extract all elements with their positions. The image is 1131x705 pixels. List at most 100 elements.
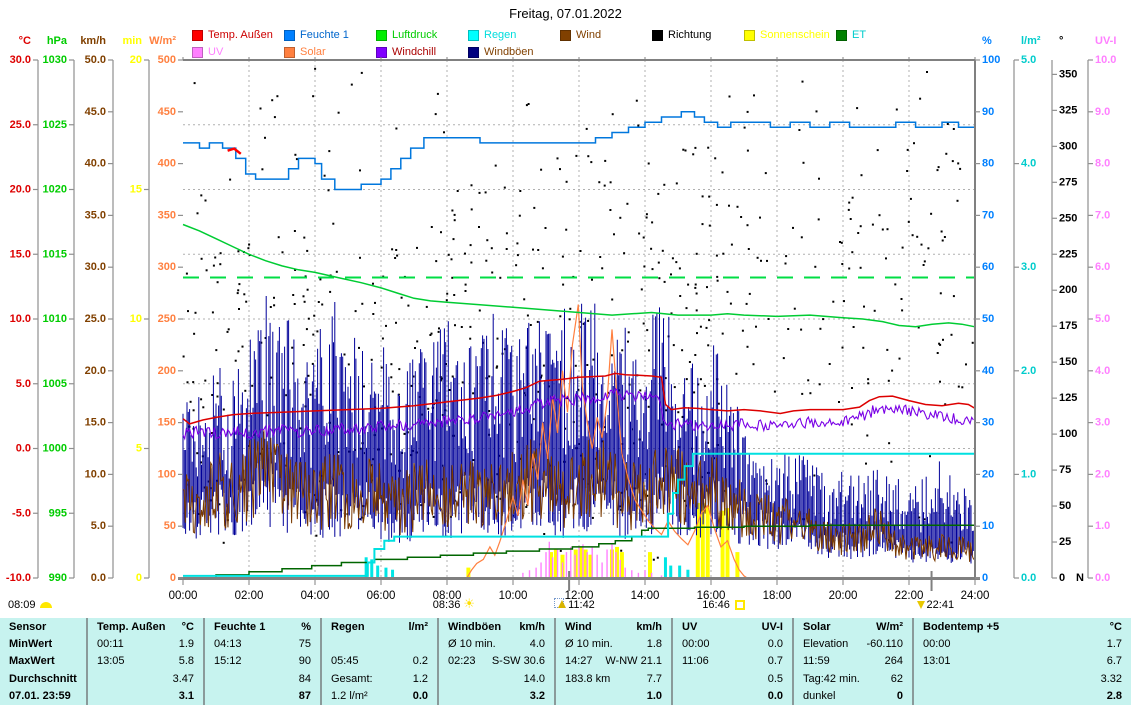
- cell-value: 0.5: [767, 672, 783, 685]
- cell-value: 0.0: [412, 690, 428, 703]
- axis-tick-label: 5.0: [1095, 313, 1110, 325]
- cell-value: 0.0: [767, 638, 783, 651]
- cell-label: Gesamt:: [331, 672, 373, 685]
- uv-swatch-icon: [192, 46, 203, 58]
- axis-tick-label: 5.0: [91, 520, 106, 532]
- cell-value: 3.1: [178, 690, 194, 703]
- table-cell: 1.2 l/m² 0.0: [320, 687, 437, 705]
- sonnenschein-swatch-icon: [744, 29, 755, 41]
- axis-unit-min: min: [122, 35, 142, 47]
- axis-tick-label: 175: [1059, 320, 1077, 332]
- cell-value: 1.0: [646, 690, 662, 703]
- table-cell: 00:00 0.0: [671, 635, 792, 653]
- x-tick-label: 10:00: [499, 590, 528, 602]
- series-et-line: [212, 524, 975, 579]
- legend-item-temp-aussen: Temp. Außen: [192, 29, 273, 41]
- cell-value: °C: [1109, 620, 1122, 633]
- axis-unit-uv-i: UV-I: [1095, 35, 1116, 47]
- stats-table: Sensor Temp. Außen °C Feuchte 1% Regen l/m² Wi…: [0, 618, 1131, 705]
- axis-tick-label: 80: [982, 158, 994, 170]
- axis-unit-km-h: km/h: [80, 35, 106, 47]
- axis-tick-label: 250: [1059, 212, 1077, 224]
- sun-event-time: 22:41: [926, 598, 955, 611]
- axis-tick-label: 1015: [43, 248, 67, 260]
- cell-value: 3.32: [1100, 672, 1122, 685]
- axis-tick-label: 50: [1059, 500, 1071, 512]
- table-cell: MinWert: [0, 635, 86, 652]
- table-cell: 2.8: [912, 687, 1131, 705]
- legend-label: Richtung: [668, 29, 712, 41]
- et-swatch-icon: [836, 29, 847, 41]
- cell-value: 62: [890, 672, 903, 685]
- cell-value: 84: [298, 672, 311, 685]
- series-windchill-line: [182, 387, 974, 441]
- axis-tick-label: 995: [49, 507, 67, 519]
- legend-item-solar: Solar: [284, 46, 326, 58]
- axis-tick-label: 40: [982, 365, 994, 377]
- axis-unit-: %: [982, 35, 992, 47]
- legend-label: Luftdruck: [392, 29, 438, 41]
- cell-value: km/h: [519, 620, 545, 633]
- moonset-icon: [916, 600, 925, 609]
- series-wind-line: [182, 430, 975, 563]
- axis-tick-label: 200: [1059, 284, 1077, 296]
- table-cell: 00:00 1.7: [912, 635, 1131, 653]
- axis-tick-label: 325: [1059, 104, 1077, 116]
- axis-tick-label: 10.0: [1095, 54, 1116, 66]
- page-title: Freitag, 07.01.2022: [509, 6, 622, 21]
- x-tick-label: 16:00: [697, 590, 726, 602]
- legend-label: UV: [208, 46, 224, 58]
- table-cell: 15:12 90: [203, 652, 320, 671]
- table-cell: 3.2: [437, 687, 554, 705]
- axis-tick-label: 10: [982, 520, 994, 532]
- axis-tick-label: 0.0: [16, 443, 31, 455]
- axes: 30.025.020.015.010.05.00.0-5.0-10.0°C103…: [6, 35, 1117, 584]
- cell-value: 87: [298, 690, 311, 703]
- cell-label: Elevation: [803, 638, 849, 651]
- table-cell: 0.0: [671, 687, 792, 705]
- table-cell: dunkel 0: [792, 687, 912, 705]
- cell-value: 14.0: [523, 672, 545, 685]
- legend-item-sonnenschein: Sonnenschein: [744, 29, 830, 41]
- sun-event-time: 08:36: [432, 598, 461, 611]
- axis-tick-label: 275: [1059, 176, 1077, 188]
- series-luftdruck-line: [182, 223, 976, 328]
- table-cell: Wind km/h: [554, 618, 671, 636]
- axis-tick-label: 10.0: [85, 468, 106, 480]
- axis-tick-label: 75: [1059, 464, 1071, 476]
- axis-tick-label: 20: [982, 468, 994, 480]
- cell-value: S-SW 30.6: [491, 655, 545, 668]
- axis-tick-label: 990: [49, 572, 67, 584]
- axis-tick-label: 6.0: [1095, 261, 1110, 273]
- cell-label: Bodentemp +5: [923, 620, 1000, 633]
- table-row: 07.01. 23:59 3.1 87 1.2 l/m² 0.0 3.2 1.0 0.0 dun…: [0, 687, 1131, 705]
- sun-event-0836: 08:36 ☀: [433, 598, 475, 611]
- table-cell: 183.8 km 7.7: [554, 670, 671, 688]
- table-cell: UV UV-I: [671, 618, 792, 636]
- cell-value: 2.8: [1106, 690, 1122, 703]
- axis-tick-label: 50: [982, 313, 994, 325]
- cell-label: 02:23: [448, 655, 476, 668]
- legend-item-luftdruck: Luftdruck: [376, 29, 437, 41]
- axis-tick-label: 100: [982, 54, 1000, 66]
- axis-tick-label: 450: [158, 106, 176, 118]
- sun-event-time: 08:09: [8, 598, 36, 611]
- axis-tick-label: 20.0: [85, 365, 106, 377]
- wind-swatch-icon: [560, 29, 571, 41]
- series-solar-line: [466, 304, 748, 579]
- cell-label: 04:13: [214, 638, 242, 651]
- axis-tick-label: 0.0: [1021, 572, 1036, 584]
- table-cell: 04:13 75: [203, 635, 320, 653]
- sun-event-1142: 11:42: [554, 598, 595, 611]
- axis-tick-label: 1025: [43, 119, 67, 131]
- cell-value: 3.2: [529, 690, 545, 703]
- axis-tick-label: 2.0: [1095, 468, 1110, 480]
- axis-tick-label: 1005: [43, 378, 67, 390]
- cell-value: 6.7: [1106, 655, 1122, 668]
- cell-value: 5.8: [178, 655, 194, 668]
- sunset-icon: [734, 599, 745, 610]
- sun-event-1646: 16:46: [702, 598, 745, 611]
- cell-value: l/m²: [408, 620, 428, 633]
- table-cell: 11:06 0.7: [671, 652, 792, 671]
- table-cell: 00:11 1.9: [86, 635, 203, 653]
